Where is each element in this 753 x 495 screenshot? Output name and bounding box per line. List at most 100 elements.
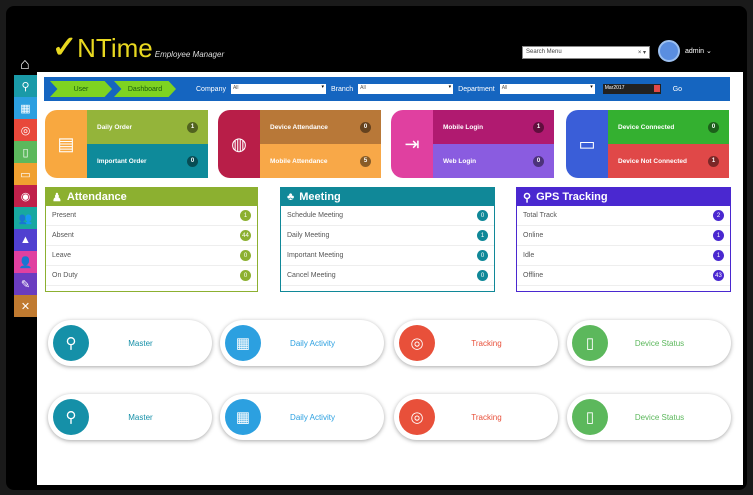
department-select[interactable]: All	[499, 84, 595, 94]
card-row[interactable]: Important Order 0	[87, 144, 208, 178]
count-badge: 0	[187, 155, 198, 167]
go-button[interactable]: Go	[672, 85, 683, 93]
tracking-icon: ◎	[399, 325, 435, 361]
nav-button-master[interactable]: ⚲ Master	[48, 394, 212, 440]
chevron-down-icon: ⌄	[706, 48, 712, 55]
user-menu[interactable]: admin ⌄	[685, 47, 712, 55]
search-menu-input[interactable]: Search Menu × ▾	[522, 46, 650, 59]
breadcrumb-dashboard[interactable]: Dashboard	[114, 81, 176, 97]
card-row[interactable]: Device Not Connected 1	[608, 144, 729, 178]
location-icon: ⚲	[53, 325, 89, 361]
panel-item[interactable]: Total Track 2	[517, 206, 730, 226]
home-icon[interactable]: ⌂	[20, 56, 30, 73]
item-label: On Duty	[52, 272, 78, 279]
panel-title: Attendance	[66, 191, 127, 203]
nav-button-device-status[interactable]: ▯ Device Status	[567, 394, 731, 440]
count-badge: 0	[477, 210, 488, 221]
calendar-check-icon: ▦	[20, 102, 31, 115]
card-row[interactable]: Device Attendance 0	[260, 110, 381, 144]
tracking-icon: ◎	[399, 399, 435, 435]
card-row[interactable]: Mobile Attendance 5	[260, 144, 381, 178]
logo-subtitle: Employee Manager	[154, 50, 225, 59]
mobile-icon: ▯	[572, 325, 608, 361]
card-row[interactable]: Mobile Login 1	[433, 110, 554, 144]
panel-item[interactable]: Leave 0	[46, 246, 257, 266]
nav-button-label: Daily Activity	[290, 412, 335, 422]
inbox-icon: ▭	[20, 168, 31, 181]
panel-item[interactable]: Important Meeting 0	[281, 246, 494, 266]
calendar-icon[interactable]	[653, 85, 660, 92]
avatar[interactable]	[658, 40, 680, 62]
count-badge: 1	[187, 121, 198, 133]
search-icon: ⚲	[523, 191, 532, 204]
sidebar-item[interactable]: ✎	[14, 273, 37, 295]
panel-item[interactable]: Daily Meeting 1	[281, 226, 494, 246]
sidebar-item[interactable]: 👥	[14, 207, 37, 229]
panel-item[interactable]: Schedule Meeting 0	[281, 206, 494, 226]
count-badge: 44	[240, 230, 251, 241]
company-label: Company	[196, 85, 226, 93]
login-icon: ⇥	[404, 133, 420, 154]
breadcrumb-user[interactable]: User	[50, 81, 112, 97]
count-badge: 0	[240, 270, 251, 281]
panel-item[interactable]: On Duty 0	[46, 266, 257, 286]
nav-button-device-status[interactable]: ▯ Device Status	[567, 320, 731, 366]
nav-button-daily-activity[interactable]: ▦ Daily Activity	[220, 320, 384, 366]
sidebar: ⚲ ▦ ◎ ▯ ▭ ◉ 👥 ▲ 👤 ✎ ✕	[14, 75, 37, 317]
count-badge: 2	[713, 210, 724, 221]
sidebar-item[interactable]: ⚲	[14, 75, 37, 97]
sidebar-item[interactable]: 👤	[14, 251, 37, 273]
count-badge: 0	[240, 250, 251, 261]
nav-button-tracking[interactable]: ◎ Tracking	[394, 394, 558, 440]
nav-button-label: Master	[128, 412, 153, 422]
user-edit-icon: 👤	[18, 256, 33, 269]
card-row[interactable]: Web Login 0	[433, 144, 554, 178]
count-badge: 43	[713, 270, 724, 281]
panel-item[interactable]: Cancel Meeting 0	[281, 266, 494, 286]
panel-1: ♣ Meeting Schedule Meeting 0 Daily Meeting 1 I…	[280, 187, 495, 292]
user-name: admin	[685, 48, 705, 55]
count-badge: 1	[533, 121, 544, 133]
card-row[interactable]: Daily Order 1	[87, 110, 208, 144]
laptop-icon: ▭	[578, 133, 596, 154]
month-picker[interactable]: Mar2017	[602, 84, 661, 94]
nav-button-label: Tracking	[471, 338, 502, 348]
sidebar-item[interactable]: ▭	[14, 163, 37, 185]
item-label: Important Meeting	[287, 252, 344, 259]
nav-button-master[interactable]: ⚲ Master	[48, 320, 212, 366]
nav-button-label: Daily Activity	[290, 338, 335, 348]
sidebar-item[interactable]: ▲	[14, 229, 37, 251]
card-row-label: Mobile Attendance	[270, 157, 328, 165]
summary-card: ◍ Device Attendance 0 Mobile Attendance 5	[218, 110, 381, 178]
branch-label: Branch	[330, 85, 354, 93]
branch-select[interactable]: All	[358, 84, 454, 94]
nav-button-label: Device Status	[634, 412, 685, 422]
filter-bar: User Dashboard Company All Branch All De…	[44, 77, 730, 101]
panel-item[interactable]: Online 1	[517, 226, 730, 246]
nav-button-label: Tracking	[471, 412, 502, 422]
sidebar-item[interactable]: ✕	[14, 295, 37, 317]
card-row-label: Device Connected	[618, 123, 675, 131]
clear-dropdown-icon[interactable]: × ▾	[637, 50, 646, 56]
sidebar-item[interactable]: ▦	[14, 97, 37, 119]
sidebar-item[interactable]: ◉	[14, 185, 37, 207]
month-value: Mar2017	[604, 85, 625, 91]
panel-item[interactable]: Absent 44	[46, 226, 257, 246]
count-badge: 0	[477, 250, 488, 261]
nav-button-daily-activity[interactable]: ▦ Daily Activity	[220, 394, 384, 440]
document-list-icon: ▤	[57, 133, 75, 154]
sidebar-item[interactable]: ▯	[14, 141, 37, 163]
panel-item[interactable]: Idle 1	[517, 246, 730, 266]
count-badge: 0	[477, 270, 488, 281]
company-select[interactable]: All	[230, 84, 326, 94]
target-icon: ◉	[20, 190, 31, 203]
panel-item[interactable]: Offline 43	[517, 266, 730, 286]
item-label: Schedule Meeting	[287, 212, 344, 219]
tracking-icon: ◎	[20, 124, 31, 137]
card-row[interactable]: Device Connected 0	[608, 110, 729, 144]
mobile-icon: ▯	[22, 146, 29, 159]
sidebar-item[interactable]: ◎	[14, 119, 37, 141]
item-label: Present	[52, 212, 77, 219]
nav-button-tracking[interactable]: ◎ Tracking	[394, 320, 558, 366]
panel-item[interactable]: Present 1	[46, 206, 257, 226]
